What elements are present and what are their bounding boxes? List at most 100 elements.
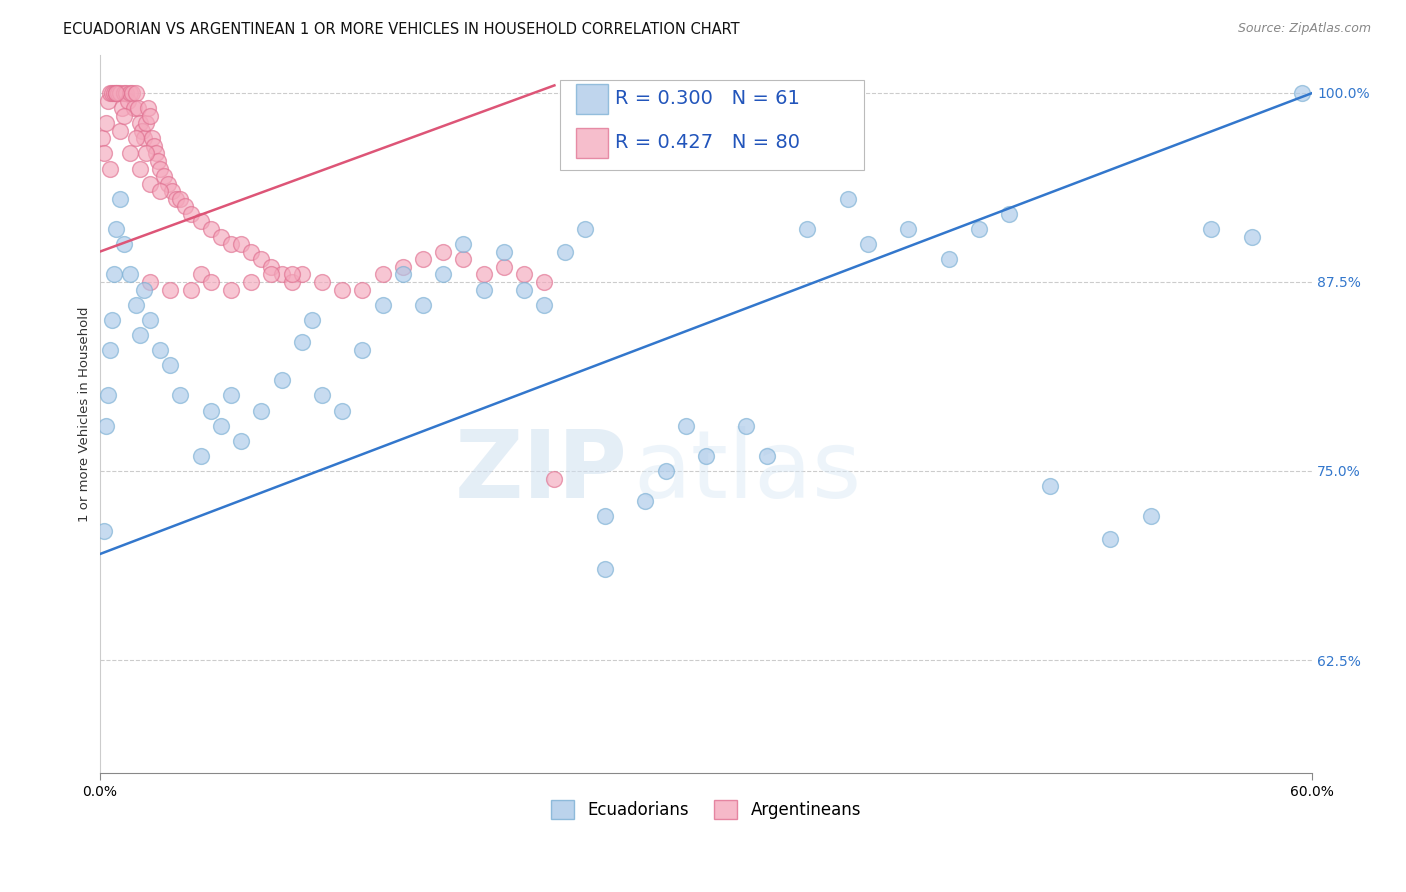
- Point: [472, 268, 495, 282]
- Point: [270, 268, 292, 282]
- Point: [554, 244, 576, 259]
- Point: [432, 244, 454, 259]
- Point: [219, 283, 242, 297]
- Point: [513, 268, 536, 282]
- Point: [94, 418, 117, 433]
- Point: [100, 312, 122, 326]
- Point: [1240, 229, 1263, 244]
- Point: [229, 237, 252, 252]
- Point: [472, 283, 495, 297]
- Point: [148, 153, 170, 168]
- Point: [129, 116, 152, 130]
- Point: [1291, 86, 1313, 100]
- Point: [135, 116, 157, 130]
- Point: [111, 101, 134, 115]
- Point: [219, 237, 242, 252]
- Text: Source: ZipAtlas.com: Source: ZipAtlas.com: [1237, 22, 1371, 36]
- Point: [149, 343, 172, 357]
- Point: [270, 373, 292, 387]
- Point: [136, 101, 159, 115]
- Point: [135, 146, 157, 161]
- Text: R = 0.300   N = 61: R = 0.300 N = 61: [614, 89, 800, 108]
- Text: ZIP: ZIP: [454, 425, 627, 517]
- Point: [97, 94, 120, 108]
- Point: [104, 222, 127, 236]
- Point: [796, 222, 818, 236]
- Point: [139, 177, 162, 191]
- Point: [412, 252, 434, 267]
- Text: atlas: atlas: [633, 425, 862, 517]
- Point: [330, 283, 353, 297]
- Point: [132, 283, 155, 297]
- Point: [93, 146, 115, 161]
- Point: [593, 509, 616, 524]
- Point: [117, 94, 139, 108]
- Point: [574, 222, 596, 236]
- Point: [1099, 532, 1122, 546]
- Point: [131, 124, 153, 138]
- Point: [209, 229, 232, 244]
- Point: [250, 252, 273, 267]
- Point: [291, 268, 314, 282]
- Point: [129, 161, 152, 176]
- FancyBboxPatch shape: [561, 80, 863, 170]
- Point: [240, 244, 263, 259]
- Point: [938, 252, 960, 267]
- Point: [169, 388, 191, 402]
- Point: [371, 298, 394, 312]
- Point: [371, 268, 394, 282]
- FancyBboxPatch shape: [576, 128, 607, 158]
- Point: [200, 222, 222, 236]
- Point: [141, 131, 163, 145]
- Point: [125, 298, 148, 312]
- Point: [634, 494, 657, 508]
- Point: [139, 275, 162, 289]
- Point: [240, 275, 263, 289]
- Point: [200, 403, 222, 417]
- Point: [118, 146, 141, 161]
- Point: [104, 86, 127, 100]
- Point: [108, 192, 131, 206]
- Point: [112, 109, 135, 123]
- Point: [103, 268, 125, 282]
- Point: [492, 244, 515, 259]
- Point: [391, 260, 413, 274]
- Point: [735, 418, 758, 433]
- Point: [492, 260, 515, 274]
- Point: [330, 403, 353, 417]
- Point: [139, 312, 162, 326]
- Point: [149, 161, 172, 176]
- Point: [301, 312, 323, 326]
- Point: [121, 86, 143, 100]
- Point: [157, 177, 180, 191]
- Point: [280, 268, 302, 282]
- Point: [94, 116, 117, 130]
- Point: [98, 86, 121, 100]
- Point: [533, 298, 555, 312]
- Point: [453, 252, 475, 267]
- Point: [153, 169, 176, 183]
- Point: [139, 109, 162, 123]
- Point: [125, 86, 148, 100]
- Point: [391, 268, 413, 282]
- Point: [1039, 479, 1062, 493]
- Point: [432, 268, 454, 282]
- Point: [162, 184, 184, 198]
- Point: [291, 335, 314, 350]
- Point: [93, 524, 115, 539]
- Point: [108, 86, 131, 100]
- Point: [209, 418, 232, 433]
- Point: [108, 124, 131, 138]
- Point: [129, 327, 152, 342]
- Y-axis label: 1 or more Vehicles in Household: 1 or more Vehicles in Household: [79, 307, 91, 522]
- Point: [1139, 509, 1161, 524]
- Point: [280, 275, 302, 289]
- Point: [97, 388, 120, 402]
- Point: [112, 86, 135, 100]
- Point: [543, 471, 565, 485]
- Point: [132, 131, 155, 145]
- Point: [200, 275, 222, 289]
- Point: [219, 388, 242, 402]
- Point: [190, 268, 212, 282]
- Point: [250, 403, 273, 417]
